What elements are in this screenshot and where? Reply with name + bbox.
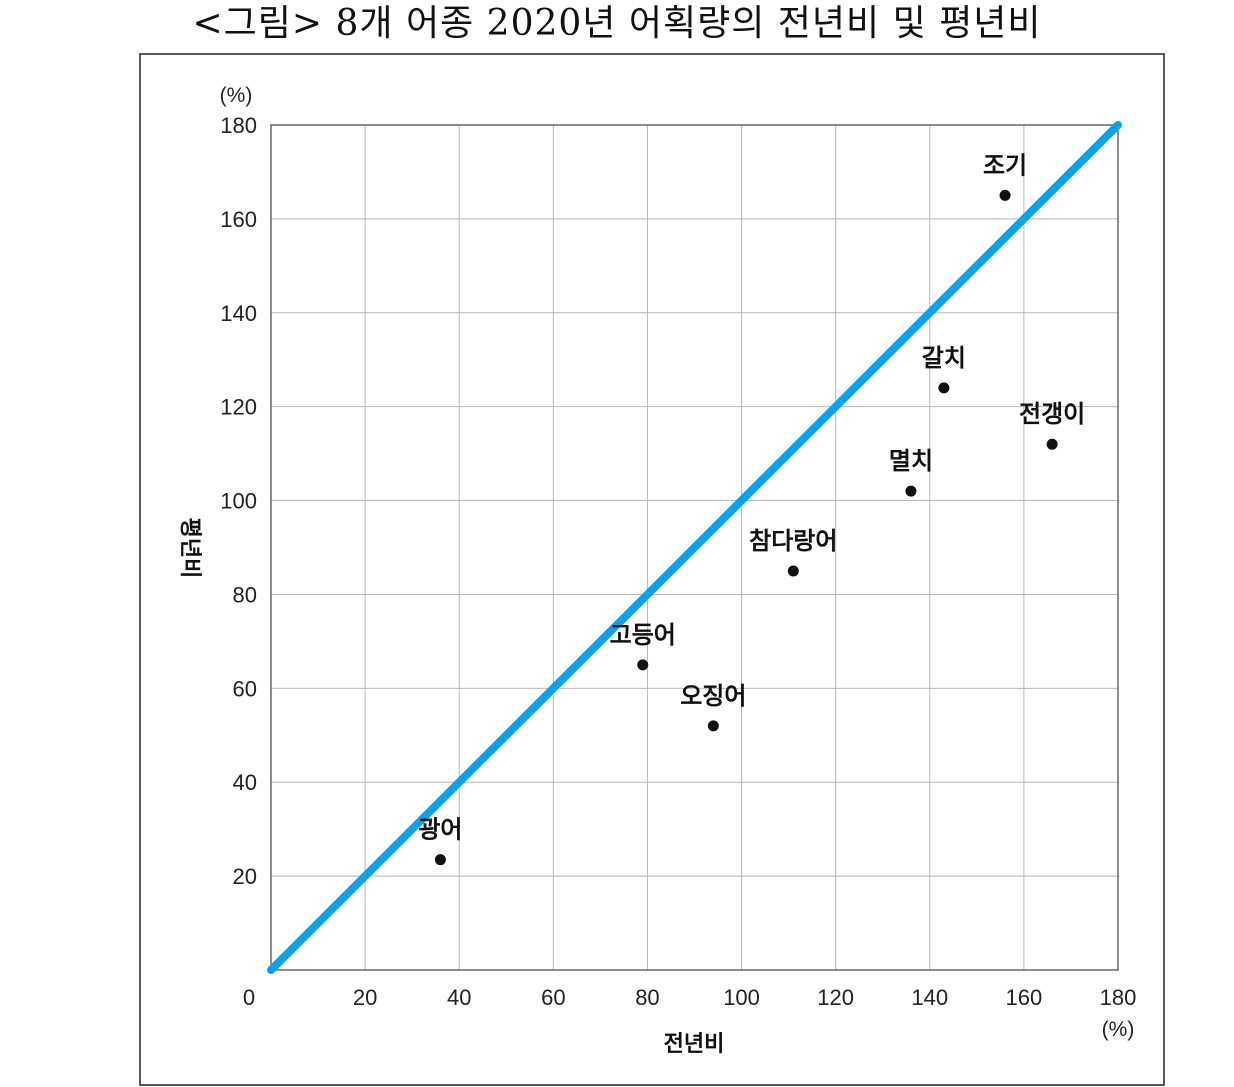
x-tick-label: 120 (817, 985, 854, 1010)
data-point (787, 565, 799, 577)
y-tick-label: 100 (220, 489, 257, 514)
data-point-label: 조기 (983, 151, 1027, 179)
x-tick-label: 60 (541, 985, 565, 1010)
data-point (637, 659, 649, 671)
y-tick-label: 180 (220, 113, 257, 138)
figure-title: <그림> 8개 어종 2020년 어획량의 전년비 및 평년비 (192, 3, 1042, 44)
x-tick-label: 40 (447, 985, 471, 1010)
data-point (434, 854, 446, 866)
tick-labels: 0 20 40 60 80 100 120 140 160 180 20 40 60 80 100 120 14… (220, 113, 1136, 1010)
data-point-label: 고등어 (610, 621, 676, 649)
data-point (905, 485, 917, 497)
reference-line-y-equals-x (267, 121, 1122, 974)
x-tick-label: 100 (723, 985, 760, 1010)
y-tick-label: 40 (233, 770, 257, 795)
x-tick-label: 180 (1100, 985, 1137, 1010)
y-unit-label: (%) (220, 84, 253, 107)
grid-layer (271, 125, 1118, 970)
y-tick-label: 60 (233, 676, 257, 701)
x-tick-label: 140 (911, 985, 948, 1010)
data-point-label: 오징어 (680, 682, 746, 710)
x-tick-label: 0 (243, 985, 255, 1010)
x-axis-label: 전년비 (664, 1032, 725, 1057)
data-point-label: 참다랑어 (749, 527, 837, 555)
y-tick-label: 140 (220, 301, 257, 326)
chart-frame (139, 53, 1165, 1086)
data-point (707, 720, 719, 732)
data-point-label: 멸치 (889, 447, 933, 475)
x-tick-label: 20 (353, 985, 377, 1010)
data-point (1046, 438, 1058, 450)
y-tick-label: 20 (233, 864, 257, 889)
y-tick-label: 160 (220, 207, 257, 232)
data-point-label: 광어 (418, 816, 462, 844)
x-tick-label: 80 (635, 985, 659, 1010)
y-tick-label: 120 (220, 395, 257, 420)
data-point-label: 전갱이 (1019, 400, 1085, 428)
y-axis-label: 평년비 (177, 518, 202, 579)
y-tick-label: 80 (233, 582, 257, 607)
data-point (938, 382, 950, 394)
x-tick-label: 160 (1006, 985, 1043, 1010)
plot-area-border (270, 124, 1119, 971)
x-unit-label: (%) (1102, 1018, 1135, 1041)
data-point-label: 갈치 (922, 344, 966, 372)
data-point (999, 189, 1011, 201)
